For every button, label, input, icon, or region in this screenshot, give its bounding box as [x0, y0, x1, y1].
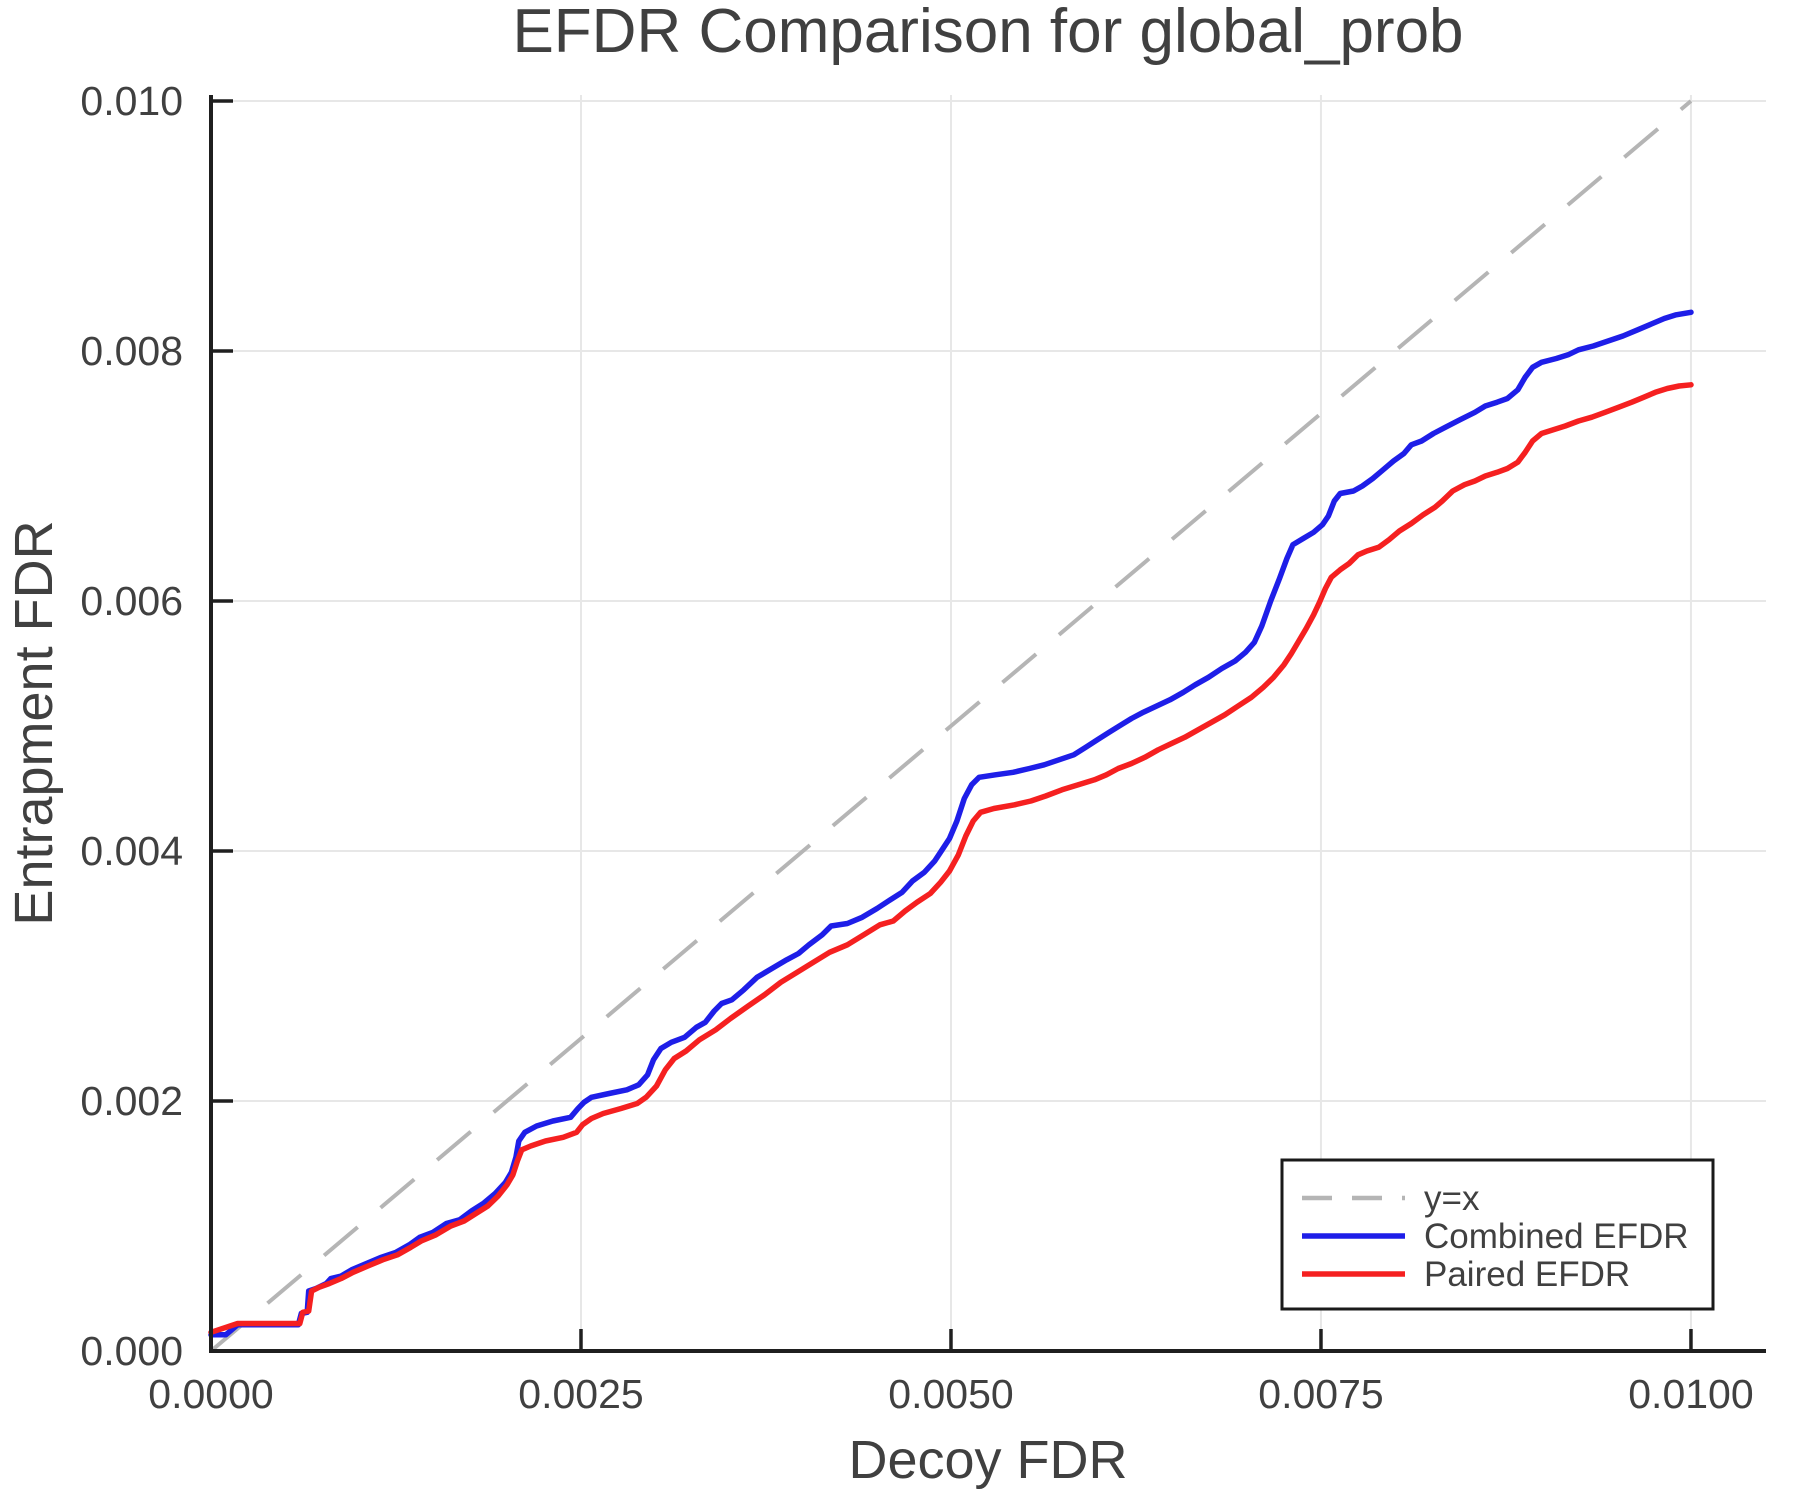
- y-tick-label: 0.002: [80, 1078, 183, 1124]
- y-axis-label: Entrapment FDR: [4, 520, 64, 925]
- y-tick-label: 0.000: [80, 1328, 183, 1374]
- x-tick-label: 0.0000: [148, 1371, 273, 1417]
- y-tick-label: 0.004: [80, 828, 183, 874]
- legend-label-combined: Combined EFDR: [1424, 1217, 1689, 1256]
- axis-ticks: [209, 99, 1693, 1353]
- y-tick-label: 0.010: [80, 78, 183, 124]
- x-tick-label: 0.0050: [888, 1371, 1013, 1417]
- y-tick-label: 0.006: [80, 578, 183, 624]
- identity-line: [209, 99, 1693, 1353]
- combined-efdr-line: [208, 309, 1694, 1338]
- chart-title: EFDR Comparison for global_prob: [512, 0, 1463, 66]
- y-tick-label: 0.008: [80, 328, 183, 374]
- axis-spines: [209, 95, 1766, 1353]
- gridlines: [211, 95, 1766, 1351]
- x-tick-label: 0.0075: [1258, 1371, 1383, 1417]
- paired-efdr-line: [208, 382, 1694, 1336]
- x-tick-label: 0.0025: [518, 1371, 643, 1417]
- tick-labels: 0.0000 0.0025 0.0050 0.0075 0.0100 0.000 0.002…: [80, 78, 1753, 1417]
- legend-label-identity: y=x: [1424, 1179, 1480, 1218]
- x-axis-label: Decoy FDR: [848, 1430, 1127, 1490]
- legend-label-paired: Paired EFDR: [1424, 1255, 1630, 1294]
- legend: y=x Combined EFDR Paired EFDR: [1280, 1158, 1715, 1311]
- x-tick-label: 0.0100: [1628, 1371, 1753, 1417]
